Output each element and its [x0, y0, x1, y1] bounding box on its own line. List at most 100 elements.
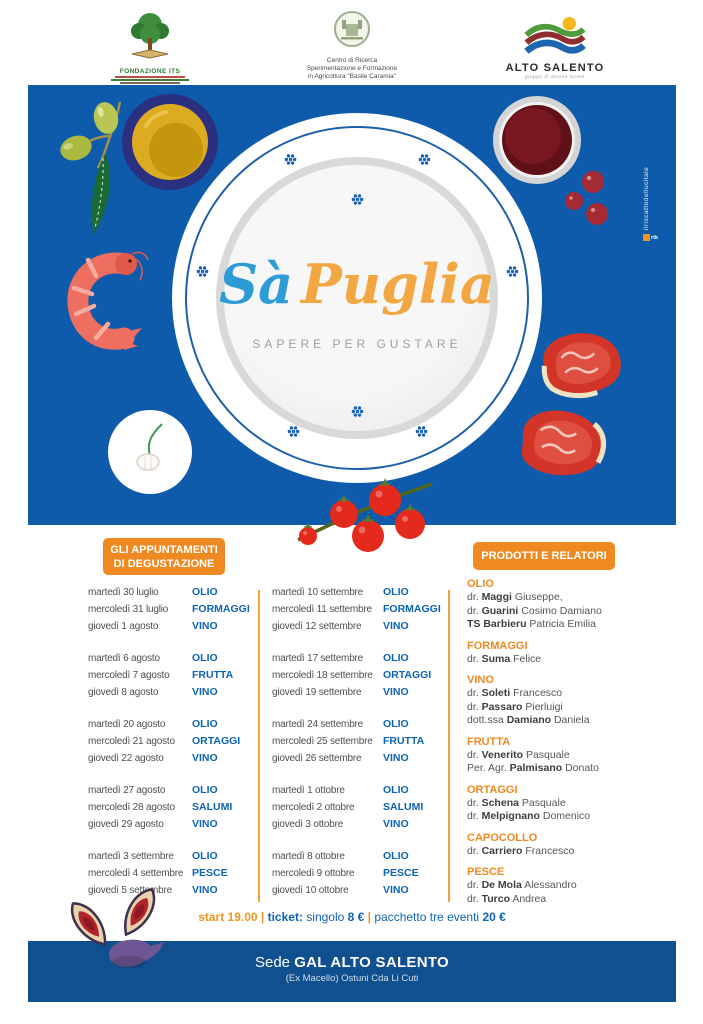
schedule-day: mercoledì 2 ottobre [272, 802, 355, 813]
schedule-category: OLIO [192, 586, 218, 598]
schedule-row: mercoledì 25 settembre FRUTTA [272, 733, 442, 750]
ticket-info: start 19.00 | ticket: singolo 8 € | pacc… [28, 910, 676, 924]
relatori-section: FORMAGGI dr. Suma Felice [467, 640, 642, 667]
schedule-category: FORMAGGI [192, 603, 250, 615]
relatori-person: Per. Agr. Palmisano Donato [467, 762, 599, 774]
schedule-row: mercoledì 7 agosto FRUTTA [88, 667, 252, 684]
footer-address: (Ex Macello) Ostuni Cda Li Cuti [285, 973, 419, 984]
credit-logo-square-icon [643, 234, 650, 241]
logo-centro-ricerca: Centro di Ricerca Sperimentazione e Form… [277, 10, 427, 81]
logo-alto-salento: ALTO SALENTO gruppo di azione locale [500, 16, 610, 79]
relatori-person: dr. Passaro Pierluigi [467, 700, 563, 713]
schedule-group: martedì 17 settembre OLIO mercoledì 18 set… [272, 650, 442, 701]
schedule-row: giovedì 29 agosto VINO [88, 816, 252, 833]
schedule-day: mercoledì 31 luglio [88, 604, 169, 615]
title-puglia: Puglia [301, 252, 495, 316]
schedule-day: mercoledì 25 settembre [272, 736, 373, 747]
relatori-person: dr. Maggi Giuseppe, [467, 591, 563, 603]
relatori-list: OLIO dr. Maggi Giuseppe, dr. Guarini Cosim… [467, 570, 642, 906]
relatori-section: VINO dr. Soleti Francesco dr. Passaro Pier… [467, 674, 642, 728]
appointments-header: GLI APPUNTAMENTI DI DEGUSTAZIONE [103, 538, 225, 575]
schedule-day: mercoledì 11 settembre [272, 604, 372, 615]
relatori-person-surname: Damiano [506, 714, 552, 726]
schedule-day: martedì 27 agosto [88, 785, 166, 796]
ticket-part: pacchetto tre eventi [374, 910, 483, 924]
relatori-person: dr. Guarini Cosimo Damiano [467, 604, 602, 617]
column-divider [448, 590, 450, 902]
relatori-person: dr. Schena Pasquale [467, 796, 566, 809]
flower-ornament-icon [196, 265, 209, 278]
tree-icon [131, 13, 169, 59]
logo-alto-subtitle: gruppo di azione locale [524, 74, 586, 79]
schedule-category: FORMAGGI [383, 603, 441, 615]
relatori-product-title: OLIO [467, 578, 494, 590]
schedule-day: mercoledì 7 agosto [88, 670, 170, 681]
schedule-category: ORTAGGI [383, 669, 432, 681]
relatori-section: FRUTTA dr. Venerito Pasquale Per. Agr. Pal… [467, 736, 642, 776]
schedule-row: mercoledì 2 ottobre SALUMI [272, 799, 442, 816]
title-sa: Sà [219, 252, 294, 316]
schedule-day: martedì 20 agosto [88, 719, 166, 730]
schedule-category: VINO [383, 686, 409, 698]
schedule-row: martedì 17 settembre OLIO [272, 650, 442, 667]
schedule-category: OLIO [383, 718, 409, 730]
schedule-category: VINO [192, 686, 218, 698]
schedule-category: OLIO [383, 784, 409, 796]
schedule-row: martedì 1 ottobre OLIO [272, 782, 442, 799]
relatori-product-title: VINO [467, 674, 494, 686]
schedule-category: VINO [192, 752, 218, 764]
schedule-day: mercoledì 21 agosto [88, 736, 175, 747]
shrimp-icon [67, 251, 149, 350]
logo-fondazione-smallprint [100, 76, 200, 84]
schedule-row: mercoledì 4 settembre PESCE [88, 865, 252, 882]
schedule-row: giovedì 10 ottobre VINO [272, 882, 442, 899]
schedule-row: giovedì 22 agosto VINO [88, 750, 252, 767]
schedule-day: martedì 30 luglio [88, 587, 159, 598]
logo-fondazione-its: FONDAZIONE ITS [100, 10, 200, 85]
hills-sun-icon [524, 16, 586, 54]
schedule-row: giovedì 3 ottobre VINO [272, 816, 442, 833]
schedule-row: giovedì 8 agosto VINO [88, 684, 252, 701]
schedule-day: giovedì 26 settembre [272, 753, 362, 764]
schedule-row: martedì 3 settembre OLIO [88, 848, 252, 865]
schedule-day: giovedì 12 settembre [272, 621, 362, 632]
schedule-day: mercoledì 18 settembre [272, 670, 373, 681]
schedule-day: martedì 10 settembre [272, 587, 364, 598]
schedule-day: mercoledì 28 agosto [88, 802, 175, 813]
schedule-row: martedì 8 ottobre OLIO [272, 848, 442, 865]
schedule-category: FRUTTA [192, 669, 234, 681]
flower-ornament-icon [284, 153, 297, 166]
relatori-person-surname: De Mola [481, 879, 522, 891]
schedule-group: martedì 10 settembre OLIO mercoledì 11 set… [272, 584, 442, 635]
schedule-row: mercoledì 21 agosto ORTAGGI [88, 733, 252, 750]
schedule-column-1: martedì 30 luglio OLIO mercoledì 31 luglio… [88, 584, 252, 914]
side-credit: ilriscattodellucitale rtk [643, 156, 659, 241]
steak-icon [541, 333, 621, 399]
schedule-row: mercoledì 9 ottobre PESCE [272, 865, 442, 882]
schedule-group: martedì 3 settembre OLIO mercoledì 4 sette… [88, 848, 252, 899]
schedule-row: giovedì 12 settembre VINO [272, 618, 442, 635]
relatori-person-surname: Schena [481, 796, 519, 809]
schedule-row: martedì 6 agosto OLIO [88, 650, 252, 667]
steak-icon [521, 410, 607, 476]
relatori-section: PESCE dr. De Mola Alessandro dr. Turco And… [467, 866, 642, 906]
relatori-person-surname: TS Barbieru [467, 618, 527, 630]
schedule-category: VINO [383, 752, 409, 764]
flower-ornament-icon [287, 425, 300, 438]
schedule-category: OLIO [383, 586, 409, 598]
relatori-person: dr. Melpignano Domenico [467, 810, 591, 822]
schedule-row: martedì 30 luglio OLIO [88, 584, 252, 601]
schedule-category: VINO [192, 818, 218, 830]
schedule-category: VINO [383, 620, 409, 632]
schedule-category: OLIO [383, 850, 409, 862]
olive-branch-icon [60, 101, 122, 234]
schedule-row: mercoledì 31 luglio FORMAGGI [88, 601, 252, 618]
schedule-group: martedì 20 agosto OLIO mercoledì 21 agosto… [88, 716, 252, 767]
event-subtitle: SAPERE PER GUSTARE [252, 337, 462, 351]
schedule-day: mercoledì 9 ottobre [272, 868, 355, 879]
relatori-person-surname: Carriero [481, 844, 523, 857]
schedule-category: OLIO [192, 718, 218, 730]
relatori-person-surname: Suma [481, 652, 511, 665]
ticket-part: 8 € [347, 910, 365, 924]
relatori-product-title: PESCE [467, 866, 505, 878]
